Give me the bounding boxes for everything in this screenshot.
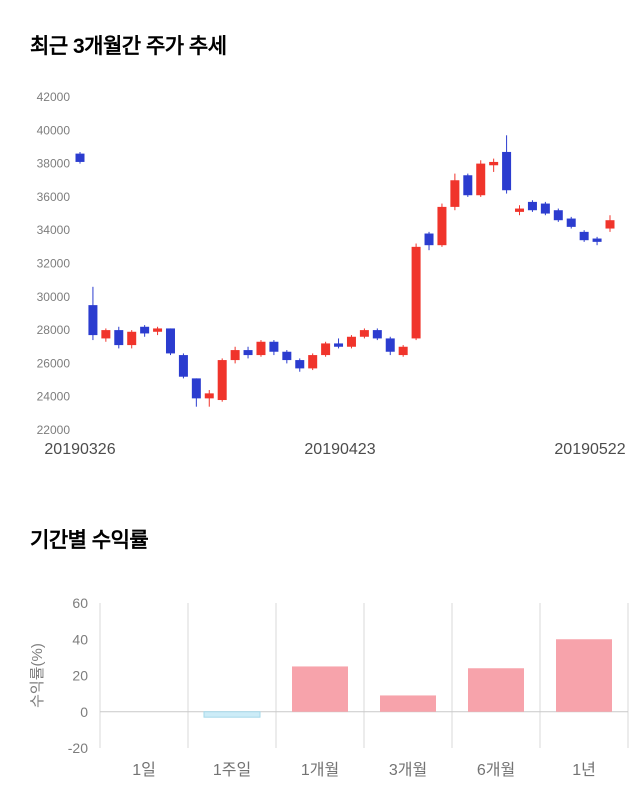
candle-body [398, 346, 408, 356]
return-bar [556, 639, 612, 712]
candle-body [140, 326, 150, 334]
candle-body [411, 246, 421, 339]
category-label: 1개월 [301, 761, 339, 779]
y-axis-tick-label: 38000 [37, 157, 71, 171]
candle-body [88, 305, 98, 336]
return-bar [292, 666, 348, 712]
candle-body [243, 350, 253, 356]
candle-body [295, 360, 305, 369]
candle-body [489, 161, 499, 166]
candle-body [346, 336, 356, 347]
candle-body [553, 210, 563, 221]
y-axis-tick-label: 28000 [37, 323, 71, 337]
candle-body [527, 201, 537, 211]
x-axis-label: 20190326 [44, 441, 115, 458]
category-label: 1년 [572, 761, 596, 779]
returns-bar-chart: 60 40 20 0 -20 1일 1주일 1개월 3개월 6개월 1년 수익률(%) [29, 595, 629, 779]
candle-body [540, 203, 550, 214]
candle-body [321, 343, 331, 356]
candle-body [424, 233, 434, 246]
candle-body [127, 331, 137, 346]
candle-body [191, 378, 201, 399]
category-label: 3개월 [389, 761, 427, 779]
candle-body [153, 328, 163, 332]
candle-body [515, 208, 525, 212]
candle-body [334, 343, 344, 347]
return-bar [380, 695, 436, 712]
candle-body [165, 328, 175, 354]
y-axis-tick-label: 30000 [37, 290, 71, 304]
y-axis-tick-label: 24000 [37, 390, 71, 404]
y-axis-tick-label: 32000 [37, 257, 71, 271]
candle-body [204, 393, 214, 399]
y-axis-tick-label: 60 [72, 595, 88, 611]
x-axis-label: 20190522 [554, 441, 625, 458]
category-label: 1일 [132, 761, 156, 779]
candle-body [256, 341, 266, 356]
y-axis-tick-label: 42000 [37, 90, 71, 104]
category-label: 1주일 [213, 761, 251, 779]
price-trend-title: 최근 3개월간 주가 추세 [30, 35, 227, 58]
candle-body [308, 355, 318, 369]
candle-body [463, 175, 473, 196]
returns-title: 기간별 수익률 [30, 529, 149, 552]
y-axis-tick-label: -20 [68, 740, 88, 756]
candle-body [178, 355, 188, 377]
y-axis-tick-label: 36000 [37, 190, 71, 204]
y-axis-tick-label: 26000 [37, 356, 71, 370]
candle-body [592, 238, 602, 242]
candle-body [385, 338, 395, 352]
candle-body [75, 153, 85, 162]
candle-body [372, 330, 382, 339]
candle-body [269, 341, 279, 352]
return-bar [468, 668, 524, 712]
y-axis-title: 수익률(%) [29, 643, 46, 708]
y-axis-tick-label: 34000 [37, 223, 71, 237]
candle-body [101, 330, 111, 339]
candle-body [114, 330, 124, 346]
candle-body [566, 218, 576, 227]
y-axis-tick-label: 40000 [37, 123, 71, 137]
candle-body [476, 163, 486, 196]
y-axis-tick-label: 0 [80, 704, 88, 720]
candle-body [282, 351, 292, 361]
candle-body [359, 330, 369, 337]
candle-body [502, 151, 512, 191]
category-label: 6개월 [477, 761, 515, 779]
candle-body [579, 231, 589, 241]
candle-body [217, 360, 227, 401]
candle-body [450, 180, 460, 207]
candle-body [230, 350, 240, 361]
candlestick-chart: 42000 40000 38000 36000 34000 32000 30000 28000… [37, 90, 626, 458]
y-axis-tick-label: 22000 [37, 423, 71, 437]
return-bar [203, 711, 261, 718]
candle-body [437, 206, 447, 246]
candle-body [605, 220, 615, 229]
y-axis-tick-label: 20 [72, 668, 88, 684]
x-axis-label: 20190423 [304, 441, 375, 458]
y-axis-tick-label: 40 [72, 631, 88, 647]
